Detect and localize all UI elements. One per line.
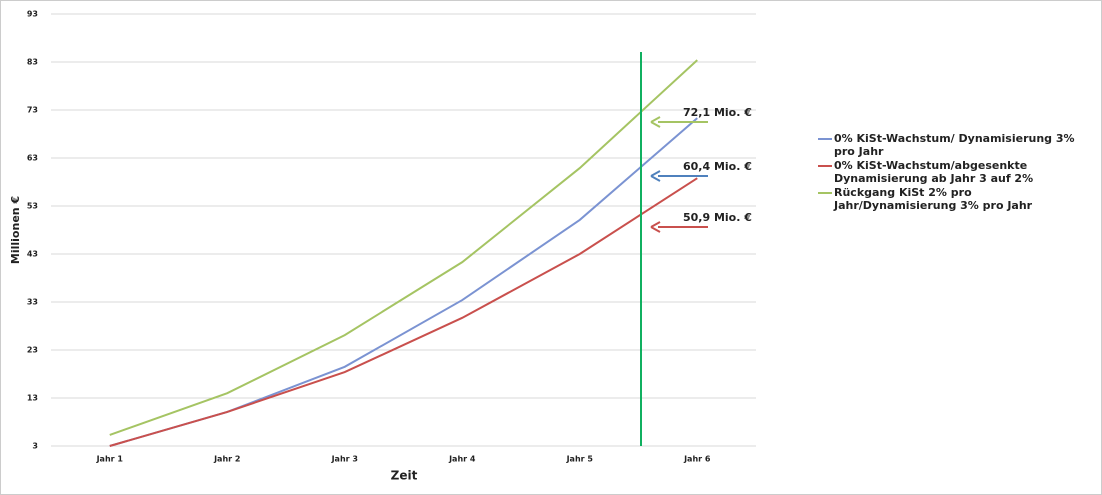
annotation-arrowhead <box>650 170 661 182</box>
legend-swatch <box>818 192 832 194</box>
y-tick-label: 33 <box>27 298 38 307</box>
y-axis-label: Millionen € <box>9 196 22 264</box>
y-tick-label: 13 <box>27 394 38 403</box>
y-tick-label: 53 <box>27 202 38 211</box>
x-tick-label: Jahr 1 <box>96 455 124 464</box>
legend-swatch <box>818 165 832 167</box>
legend-entry: 0% KiSt-Wachstum/abgesenkte Dynamisierun… <box>818 159 1088 185</box>
legend: 0% KiSt-Wachstum/ Dynamisierung 3% pro J… <box>818 132 1088 213</box>
y-tick-label: 93 <box>27 10 38 19</box>
legend-swatch <box>818 138 832 140</box>
y-tick-label: 73 <box>27 106 38 115</box>
legend-label: Rückgang KiSt 2% pro Jahr/Dynamisierung … <box>834 186 1033 212</box>
y-tick-label: 3 <box>32 442 38 451</box>
y-tick-label: 63 <box>27 154 38 163</box>
annotation-text: 60,4 Mio. € <box>683 160 752 173</box>
annotation-text: 50,9 Mio. € <box>683 211 752 224</box>
y-tick-label: 43 <box>27 250 38 259</box>
x-tick-label: Jahr 5 <box>566 455 594 464</box>
series-line <box>109 117 698 447</box>
series-line <box>109 177 698 447</box>
x-tick-label: Jahr 6 <box>683 455 711 464</box>
x-axis-label: Zeit <box>391 469 418 483</box>
x-tick-label: Jahr 3 <box>331 455 358 464</box>
y-tick-label: 83 <box>27 58 38 67</box>
annotation-arrowhead <box>650 221 661 233</box>
annotation-text: 72,1 Mio. € <box>683 106 752 119</box>
x-tick-label: Jahr 2 <box>213 455 240 464</box>
annotation-arrowhead <box>650 116 661 128</box>
series-line <box>109 59 698 436</box>
legend-label: 0% KiSt-Wachstum/abgesenkte Dynamisierun… <box>834 159 1034 185</box>
legend-entry: 0% KiSt-Wachstum/ Dynamisierung 3% pro J… <box>818 132 1088 158</box>
y-tick-label: 23 <box>27 346 38 355</box>
legend-label: 0% KiSt-Wachstum/ Dynamisierung 3% pro J… <box>834 132 1075 158</box>
x-tick-label: Jahr 4 <box>448 455 476 464</box>
legend-entry: Rückgang KiSt 2% pro Jahr/Dynamisierung … <box>818 186 1088 212</box>
